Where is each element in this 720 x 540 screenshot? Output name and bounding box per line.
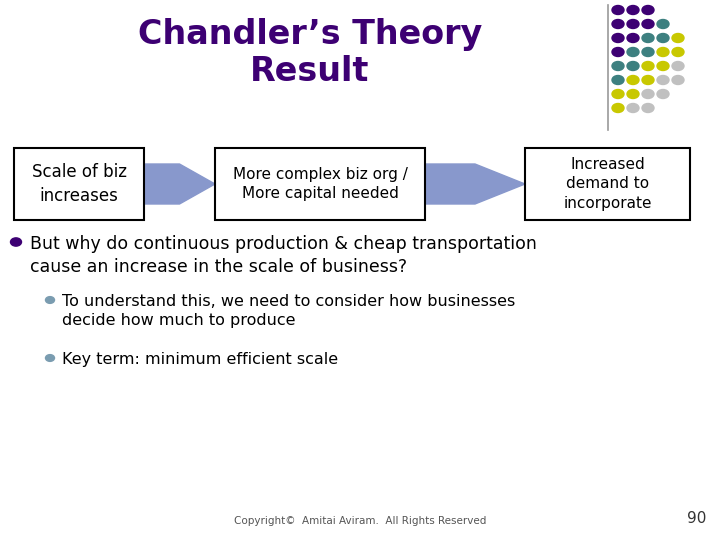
FancyBboxPatch shape bbox=[14, 148, 144, 220]
Circle shape bbox=[45, 355, 55, 361]
Circle shape bbox=[627, 76, 639, 84]
FancyBboxPatch shape bbox=[525, 148, 690, 220]
Circle shape bbox=[657, 90, 669, 98]
Text: Copyright©  Amitai Aviram.  All Rights Reserved: Copyright© Amitai Aviram. All Rights Res… bbox=[234, 516, 486, 526]
Text: But why do continuous production & cheap transportation
cause an increase in the: But why do continuous production & cheap… bbox=[30, 235, 537, 276]
Circle shape bbox=[627, 62, 639, 71]
Circle shape bbox=[642, 76, 654, 84]
Circle shape bbox=[612, 62, 624, 71]
Circle shape bbox=[627, 90, 639, 98]
Circle shape bbox=[627, 5, 639, 15]
Circle shape bbox=[657, 19, 669, 29]
Circle shape bbox=[627, 33, 639, 43]
Circle shape bbox=[672, 33, 684, 43]
Circle shape bbox=[627, 104, 639, 112]
Circle shape bbox=[657, 76, 669, 84]
Circle shape bbox=[612, 104, 624, 112]
Text: 90: 90 bbox=[687, 511, 706, 526]
Circle shape bbox=[657, 62, 669, 71]
Text: Scale of biz
increases: Scale of biz increases bbox=[32, 163, 127, 205]
Text: Increased
demand to
incorporate: Increased demand to incorporate bbox=[563, 157, 652, 211]
Circle shape bbox=[627, 19, 639, 29]
Text: More complex biz org /
More capital needed: More complex biz org / More capital need… bbox=[233, 167, 408, 201]
FancyBboxPatch shape bbox=[215, 148, 425, 220]
Circle shape bbox=[612, 76, 624, 84]
Circle shape bbox=[612, 33, 624, 43]
Text: Key term: minimum efficient scale: Key term: minimum efficient scale bbox=[62, 352, 338, 367]
Circle shape bbox=[642, 48, 654, 57]
Circle shape bbox=[642, 90, 654, 98]
Circle shape bbox=[627, 48, 639, 57]
Circle shape bbox=[657, 48, 669, 57]
Circle shape bbox=[642, 104, 654, 112]
Circle shape bbox=[11, 238, 22, 246]
Circle shape bbox=[657, 33, 669, 43]
Circle shape bbox=[672, 62, 684, 71]
Polygon shape bbox=[425, 164, 525, 204]
Circle shape bbox=[612, 90, 624, 98]
Circle shape bbox=[672, 48, 684, 57]
Circle shape bbox=[612, 19, 624, 29]
Circle shape bbox=[612, 48, 624, 57]
Circle shape bbox=[612, 5, 624, 15]
Text: To understand this, we need to consider how businesses
decide how much to produc: To understand this, we need to consider … bbox=[62, 294, 516, 328]
Circle shape bbox=[45, 296, 55, 303]
Circle shape bbox=[642, 19, 654, 29]
Polygon shape bbox=[144, 164, 215, 204]
Circle shape bbox=[642, 5, 654, 15]
Circle shape bbox=[642, 33, 654, 43]
Circle shape bbox=[672, 76, 684, 84]
Circle shape bbox=[642, 62, 654, 71]
Text: Chandler’s Theory
Result: Chandler’s Theory Result bbox=[138, 18, 482, 88]
